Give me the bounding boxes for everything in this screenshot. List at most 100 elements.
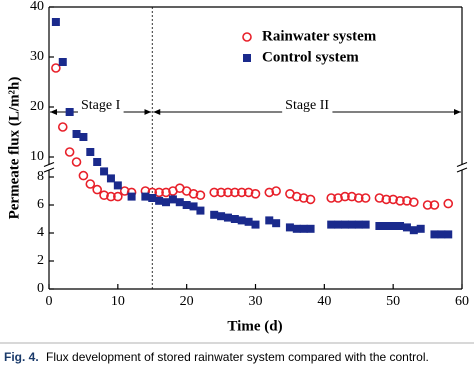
data-point: [361, 220, 370, 229]
stage-label-bg: [282, 110, 333, 114]
data-point: [340, 191, 350, 202]
y-tick-label: 10: [30, 149, 44, 164]
data-point: [51, 18, 60, 26]
data-point: [141, 192, 150, 201]
data-point: [217, 212, 226, 221]
legend-marker: [243, 54, 251, 62]
data-point: [285, 223, 294, 232]
axis-break: [43, 161, 55, 168]
data-point: [196, 206, 205, 215]
data-point: [237, 216, 246, 225]
x-tick-label: 40: [317, 294, 331, 309]
data-point: [210, 210, 219, 219]
y-tick-label: 8: [37, 169, 44, 184]
x-axis-label: Time (d): [227, 318, 282, 334]
data-point: [92, 184, 102, 195]
data-point: [230, 187, 240, 198]
data-point: [298, 193, 309, 203]
data-point: [333, 193, 343, 203]
data-point: [340, 220, 349, 229]
data-point: [437, 230, 446, 239]
data-point: [389, 222, 398, 230]
data-point: [271, 186, 281, 196]
stage-label: Stage I: [81, 98, 121, 113]
data-point: [375, 222, 384, 230]
x-tick-label: 0: [46, 294, 53, 309]
data-point: [106, 174, 115, 183]
data-point: [175, 198, 184, 207]
data-point: [354, 220, 363, 229]
data-point: [100, 167, 109, 176]
x-tick-label: 50: [386, 294, 400, 309]
caption: Fig. 4. Flux development of stored rainw…: [4, 350, 429, 364]
data-point: [272, 219, 281, 228]
data-point: [299, 224, 308, 233]
data-point: [78, 170, 89, 181]
data-point: [360, 193, 371, 203]
stage-label-bg: [77, 110, 124, 114]
data-point: [195, 190, 206, 200]
x-tick-label: 10: [111, 294, 125, 309]
data-point: [161, 187, 171, 198]
y-tick-label: 6: [37, 197, 44, 212]
data-point: [388, 194, 398, 205]
x-tick-label: 30: [249, 294, 263, 309]
data-point: [65, 108, 74, 116]
data-point: [327, 220, 336, 229]
data-point: [148, 194, 157, 202]
data-point: [223, 213, 232, 222]
data-point: [430, 230, 439, 239]
data-point: [85, 179, 96, 189]
data-point: [347, 191, 357, 202]
data-point: [265, 216, 274, 225]
data-point: [72, 130, 81, 138]
data-point: [326, 193, 337, 203]
data-point: [244, 217, 253, 226]
data-point: [291, 191, 302, 202]
y-tick-label: 0: [37, 281, 44, 296]
y-tick-label: 4: [37, 225, 44, 240]
data-point: [243, 187, 254, 198]
data-point: [306, 224, 315, 233]
data-point: [155, 196, 164, 205]
data-point: [443, 198, 454, 209]
legend-marker: [242, 32, 252, 42]
data-point: [119, 186, 130, 196]
data-point: [216, 187, 226, 198]
x-tick-label: 60: [455, 294, 469, 309]
stage-label: Stage II: [285, 98, 329, 113]
data-point: [162, 198, 171, 207]
data-point: [106, 191, 116, 202]
data-point: [353, 193, 364, 203]
data-point: [230, 215, 239, 223]
data-point: [127, 192, 136, 201]
axis-break: [43, 167, 55, 173]
y-tick-label: 30: [30, 49, 44, 64]
y-axis-label: Permeate flux (L/m²h): [6, 77, 22, 220]
data-point: [409, 226, 418, 235]
axis-break: [456, 161, 468, 168]
data-point: [374, 193, 385, 203]
data-point: [347, 220, 356, 229]
data-point: [402, 223, 411, 232]
data-point: [402, 196, 412, 206]
data-point: [57, 122, 68, 132]
y-tick-label: 2: [37, 253, 44, 268]
data-point: [292, 224, 301, 233]
data-point: [416, 224, 425, 233]
data-point: [396, 222, 405, 230]
data-point: [250, 189, 261, 199]
data-point: [86, 148, 95, 156]
data-point: [79, 133, 88, 141]
data-point: [381, 194, 392, 205]
data-point: [189, 202, 198, 211]
data-point: [236, 187, 247, 198]
data-point: [188, 189, 199, 199]
data-point: [113, 191, 123, 202]
data-point: [305, 194, 316, 205]
data-point: [51, 63, 61, 73]
data-point: [93, 158, 102, 166]
y-tick-label: 40: [30, 0, 44, 14]
data-point: [422, 200, 433, 210]
